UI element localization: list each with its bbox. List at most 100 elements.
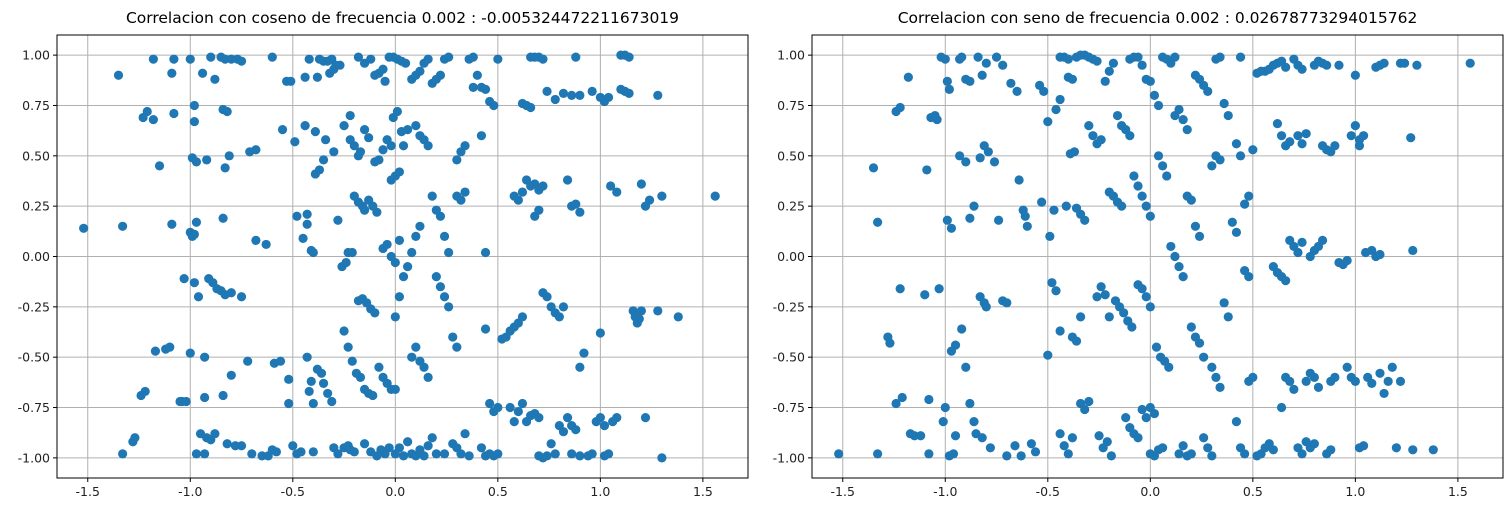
data-point <box>1170 52 1180 62</box>
x-tick-label: -1.0 <box>178 484 202 499</box>
data-point <box>339 121 349 131</box>
data-point <box>969 201 979 211</box>
data-point <box>355 372 366 382</box>
data-point <box>1162 171 1172 181</box>
data-point <box>403 261 413 272</box>
data-point <box>339 326 349 336</box>
data-point <box>1119 308 1129 318</box>
grid-lines <box>57 35 748 478</box>
data-point <box>407 352 417 362</box>
data-point <box>460 187 470 197</box>
data-point <box>378 64 388 74</box>
chart-title-sine: Correlacion con seno de frecuencia 0.002… <box>898 9 1418 27</box>
data-point <box>1026 439 1036 449</box>
data-point <box>571 52 581 62</box>
data-point <box>189 229 199 239</box>
x-tick-label: 0.0 <box>385 484 405 499</box>
data-point <box>534 412 544 423</box>
x-tick-label: -1.5 <box>831 484 855 499</box>
data-point <box>993 215 1004 225</box>
data-point <box>1049 205 1059 215</box>
data-point <box>1100 76 1110 86</box>
data-point <box>200 392 210 403</box>
data-point <box>1149 90 1160 101</box>
data-point <box>191 449 202 459</box>
data-point <box>191 157 202 167</box>
data-point <box>222 439 232 449</box>
data-point <box>1375 249 1385 260</box>
data-point <box>460 141 470 151</box>
data-point <box>345 110 355 121</box>
data-point <box>1240 199 1250 209</box>
data-point <box>1014 175 1024 185</box>
data-point <box>550 449 560 459</box>
data-point <box>1248 145 1258 155</box>
data-point <box>130 433 140 443</box>
data-point <box>222 106 232 117</box>
data-point <box>1153 151 1164 161</box>
data-point <box>472 70 482 80</box>
data-point <box>1104 312 1114 322</box>
data-point <box>1231 227 1242 237</box>
data-point <box>1151 342 1162 352</box>
data-point <box>1358 441 1369 451</box>
data-point <box>308 447 318 457</box>
data-point <box>210 74 220 84</box>
data-point <box>423 441 433 451</box>
data-point <box>142 106 152 117</box>
data-point <box>452 155 462 165</box>
data-point <box>298 233 308 243</box>
data-point <box>343 342 353 352</box>
data-point <box>398 272 409 282</box>
y-tick-label: 0.00 <box>22 249 50 264</box>
data-point <box>140 386 150 397</box>
data-point <box>1383 376 1393 386</box>
plot-frame <box>811 34 1504 479</box>
x-tick-label: 0.5 <box>488 484 508 499</box>
data-point <box>1141 292 1151 302</box>
data-point <box>624 88 634 98</box>
data-point <box>1055 326 1065 336</box>
data-point <box>1178 272 1188 282</box>
data-point <box>185 348 195 358</box>
data-point <box>636 306 646 316</box>
data-point <box>236 56 247 66</box>
data-point <box>1406 133 1416 143</box>
data-point <box>1178 441 1188 451</box>
data-point <box>1186 195 1196 205</box>
data-point <box>946 223 957 233</box>
data-point <box>251 145 261 155</box>
data-point <box>1037 197 1047 207</box>
data-point <box>333 449 343 459</box>
data-point <box>480 84 491 94</box>
data-point <box>113 70 124 80</box>
data-point <box>595 412 605 423</box>
data-point <box>542 292 552 302</box>
data-point <box>944 84 954 94</box>
data-point <box>392 106 402 117</box>
data-point <box>275 356 286 366</box>
data-point <box>1293 131 1303 141</box>
data-point <box>509 417 519 427</box>
data-point <box>327 396 337 407</box>
data-point <box>517 398 528 409</box>
data-point <box>1276 131 1287 141</box>
data-point <box>612 187 622 197</box>
data-point <box>341 257 351 268</box>
data-point <box>1199 352 1209 362</box>
data-point <box>220 163 230 173</box>
data-point <box>312 72 323 82</box>
data-point <box>1002 451 1012 461</box>
data-point <box>1194 338 1205 348</box>
y-tick-label: 1.00 <box>777 48 805 63</box>
data-point <box>493 449 503 459</box>
data-point <box>1203 443 1213 453</box>
data-point <box>973 52 983 62</box>
data-point <box>286 76 296 86</box>
data-point <box>1094 431 1104 441</box>
data-point <box>991 52 1002 62</box>
data-point <box>1002 298 1012 308</box>
y-tick-label: 1.00 <box>22 48 50 63</box>
data-point <box>1059 441 1069 451</box>
data-point <box>1016 451 1026 461</box>
